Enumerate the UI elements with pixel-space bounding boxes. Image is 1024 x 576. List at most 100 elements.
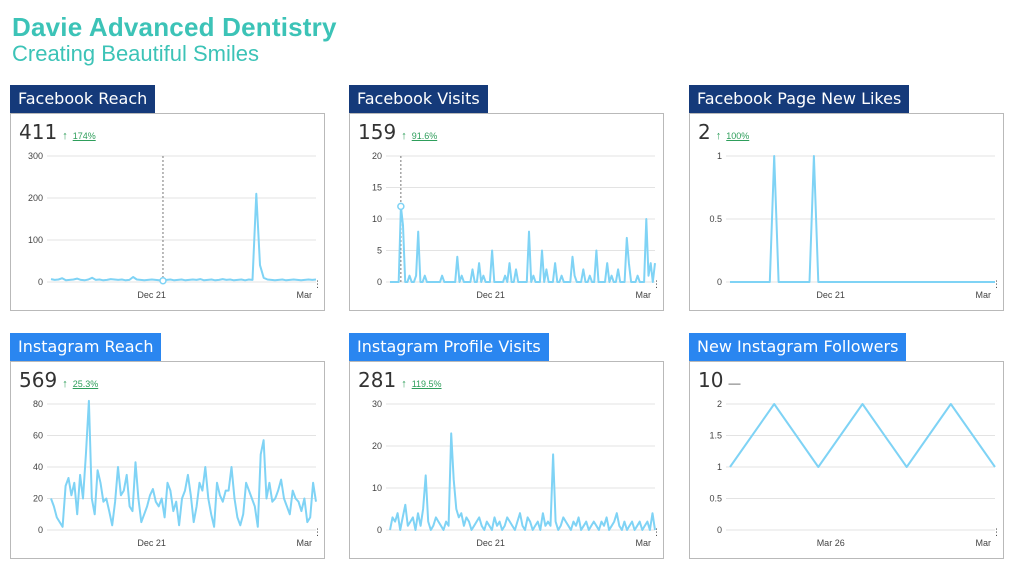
- x-tick-label: Mar: [976, 290, 992, 300]
- x-tick-label: Dec 21: [137, 290, 166, 300]
- metric-value: 569: [19, 368, 58, 392]
- line-chart[interactable]: 0 20 40 60 80 Dec 21 Mar: [11, 398, 324, 558]
- metric-change[interactable]: 91.6%: [411, 131, 438, 141]
- chart-card: 411 ↑ 174% 0 100 200 300 Dec 21 Mar ⋮: [10, 113, 325, 311]
- y-tick-label: 1: [717, 151, 722, 161]
- arrow-up-icon: ↑: [401, 378, 407, 390]
- metric-change[interactable]: 100%: [726, 131, 750, 141]
- x-tick-label: Mar: [297, 538, 313, 548]
- y-tick-label: 10: [372, 214, 382, 224]
- hover-marker-point[interactable]: [159, 276, 167, 285]
- panel-instagram-reach: Instagram Reach 569 ↑ 25.3% 0 20 40 60 80 Dec 21 M…: [10, 333, 325, 559]
- more-options-icon[interactable]: ⋮: [313, 279, 322, 289]
- chart-card: 159 ↑ 91.6% 0 5 10 15 20 Dec 21 Mar ⋮: [349, 113, 664, 311]
- metric-summary: 2 ↑ 100%: [698, 120, 749, 144]
- y-tick-label: 20: [33, 494, 43, 504]
- y-tick-label: 0.5: [709, 214, 722, 224]
- x-tick-label: Dec 21: [476, 538, 505, 548]
- more-options-icon[interactable]: ⋮: [652, 527, 661, 537]
- y-tick-label: 200: [28, 193, 43, 203]
- series-line: [389, 432, 656, 531]
- panel-title: Instagram Reach: [10, 333, 162, 361]
- metric-summary: 569 ↑ 25.3%: [19, 368, 98, 392]
- more-options-icon[interactable]: ⋮: [313, 527, 322, 537]
- metric-change[interactable]: 174%: [72, 131, 96, 141]
- no-change-dash-icon: —: [728, 376, 741, 390]
- x-tick-label: Mar: [636, 290, 652, 300]
- chart-card: 281 ↑ 119.5% 0 10 20 30 Dec 21 Mar ⋮: [349, 361, 664, 559]
- panel-title: Facebook Reach: [10, 85, 156, 113]
- arrow-up-icon: ↑: [62, 378, 68, 390]
- metric-summary: 411 ↑ 174%: [19, 120, 96, 144]
- more-options-icon[interactable]: ⋮: [652, 279, 661, 289]
- panel-facebook-page-new-likes: Facebook Page New Likes 2 ↑ 100% 0 0.5 1 Dec 21…: [689, 85, 1004, 311]
- metric-value: 411: [19, 120, 58, 144]
- x-tick-label: Dec 21: [816, 290, 845, 300]
- metric-value: 159: [358, 120, 397, 144]
- y-tick-label: 15: [372, 183, 382, 193]
- metric-change[interactable]: 25.3%: [72, 379, 99, 389]
- chart-card: 10 — 0 0.5 1 1.5 2 Mar 26 Mar ⋮: [689, 361, 1004, 559]
- panel-title: Facebook Page New Likes: [689, 85, 910, 113]
- panel-facebook-visits: Facebook Visits 159 ↑ 91.6% 0 5 10 15 20 Dec 21 Ma…: [349, 85, 664, 311]
- series-line: [50, 399, 317, 528]
- y-tick-label: 1.5: [709, 431, 722, 441]
- line-chart[interactable]: 0 0.5 1 1.5 2 Mar 26 Mar: [690, 398, 1003, 558]
- y-tick-label: 5: [377, 246, 382, 256]
- metric-summary: 10 —: [698, 368, 740, 392]
- y-tick-label: 0: [38, 277, 43, 287]
- arrow-up-icon: ↑: [715, 130, 722, 142]
- y-tick-label: 20: [372, 441, 382, 451]
- series-line: [50, 192, 317, 282]
- series-line: [390, 205, 656, 283]
- y-tick-label: 80: [33, 399, 43, 409]
- y-tick-label: 1: [717, 462, 722, 472]
- panel-title: Instagram Profile Visits: [349, 333, 549, 361]
- line-chart[interactable]: 0 5 10 15 20 Dec 21 Mar: [350, 150, 663, 310]
- metric-change[interactable]: 119.5%: [411, 379, 442, 389]
- x-tick-label: Mar 26: [817, 538, 845, 548]
- metric-summary: 159 ↑ 91.6%: [358, 120, 437, 144]
- series-line: [729, 403, 996, 468]
- x-tick-label: Mar: [976, 538, 992, 548]
- y-tick-label: 0: [377, 277, 382, 287]
- line-chart[interactable]: 0 100 200 300 Dec 21 Mar: [11, 150, 324, 310]
- panel-new-instagram-followers: New Instagram Followers 10 — 0 0.5 1 1.5 2 Mar 2…: [689, 333, 1004, 559]
- more-options-icon[interactable]: ⋮: [992, 527, 1001, 537]
- panel-title: Facebook Visits: [349, 85, 488, 113]
- y-tick-label: 40: [33, 462, 43, 472]
- chart-card: 2 ↑ 100% 0 0.5 1 Dec 21 Mar ⋮: [689, 113, 1004, 311]
- line-chart[interactable]: 0 0.5 1 Dec 21 Mar: [690, 150, 1003, 310]
- arrow-up-icon: ↑: [62, 130, 68, 142]
- y-tick-label: 60: [33, 431, 43, 441]
- more-options-icon[interactable]: ⋮: [992, 279, 1001, 289]
- line-chart[interactable]: 0 10 20 30 Dec 21 Mar: [350, 398, 663, 558]
- y-tick-label: 0: [377, 525, 382, 535]
- y-tick-label: 20: [372, 151, 382, 161]
- panel-title: New Instagram Followers: [689, 333, 907, 361]
- arrow-up-icon: ↑: [401, 130, 407, 142]
- x-tick-label: Mar: [297, 290, 313, 300]
- y-tick-label: 30: [372, 399, 382, 409]
- metric-summary: 281 ↑ 119.5%: [358, 368, 442, 392]
- y-tick-label: 0: [38, 525, 43, 535]
- y-tick-label: 10: [372, 483, 382, 493]
- chart-card: 569 ↑ 25.3% 0 20 40 60 80 Dec 21 Mar ⋮: [10, 361, 325, 559]
- series-line: [730, 155, 995, 283]
- x-tick-label: Dec 21: [137, 538, 166, 548]
- y-tick-label: 2: [717, 399, 722, 409]
- metric-value: 10: [698, 368, 724, 392]
- brand-title: Davie Advanced Dentistry: [12, 12, 337, 42]
- y-tick-label: 300: [28, 151, 43, 161]
- x-tick-label: Mar: [636, 538, 652, 548]
- y-tick-label: 100: [28, 235, 43, 245]
- header: Davie Advanced Dentistry Creating Beauti…: [12, 12, 337, 66]
- brand-subtitle: Creating Beautiful Smiles: [12, 41, 260, 66]
- metric-value: 281: [358, 368, 397, 392]
- panel-facebook-reach: Facebook Reach 411 ↑ 174% 0 100 200 300 Dec 21 Ma…: [10, 85, 325, 311]
- y-tick-label: 0.5: [709, 494, 722, 504]
- metric-value: 2: [698, 120, 711, 144]
- panel-instagram-profile-visits: Instagram Profile Visits 281 ↑ 119.5% 0 10 20 3…: [349, 333, 664, 559]
- x-tick-label: Dec 21: [476, 290, 505, 300]
- hover-marker-point[interactable]: [397, 202, 405, 211]
